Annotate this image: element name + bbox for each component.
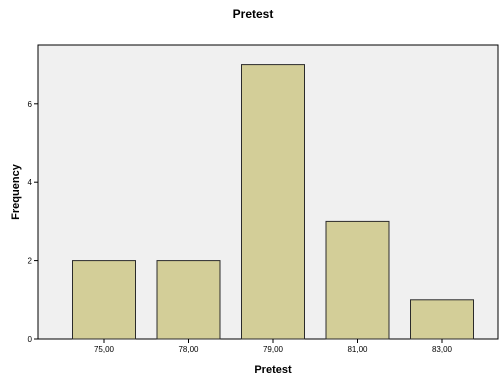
- x-tick-label: 79,00: [263, 345, 284, 354]
- x-axis-label: Pretest: [254, 364, 292, 376]
- bar-79,00: [241, 64, 305, 340]
- y-axis-ticks: 0 2 4 6: [28, 100, 38, 344]
- x-tick-label: 75,00: [94, 345, 115, 354]
- x-tick-label: 81,00: [347, 345, 368, 354]
- y-tick-label: 6: [28, 100, 33, 109]
- x-tick-label: 83,00: [432, 345, 453, 354]
- y-tick-label: 4: [28, 178, 33, 187]
- y-tick-label: 0: [28, 335, 33, 344]
- y-tick-label: 2: [28, 257, 33, 266]
- x-axis-ticks: 75,00 78,00 79,00 81,00 83,00: [94, 339, 453, 354]
- bar-75,00: [72, 260, 136, 340]
- chart-title: Pretest: [233, 7, 274, 21]
- y-axis-label: Frequency: [10, 163, 22, 220]
- bar-81,00: [325, 220, 390, 340]
- x-tick-label: 78,00: [178, 345, 199, 354]
- bar-83,00: [410, 299, 474, 340]
- bars-group: [72, 64, 474, 340]
- bar-78,00: [156, 260, 221, 340]
